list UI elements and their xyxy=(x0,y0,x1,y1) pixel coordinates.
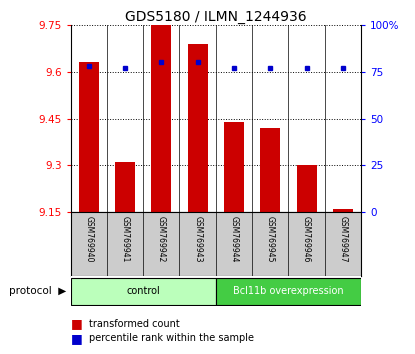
Text: GSM769941: GSM769941 xyxy=(120,216,129,262)
Bar xyxy=(151,25,171,212)
Text: GSM769945: GSM769945 xyxy=(266,216,275,262)
Title: GDS5180 / ILMN_1244936: GDS5180 / ILMN_1244936 xyxy=(125,10,307,24)
Bar xyxy=(188,44,208,212)
Text: transformed count: transformed count xyxy=(89,319,180,329)
Bar xyxy=(79,62,99,212)
Text: protocol  ▶: protocol ▶ xyxy=(9,286,66,296)
Bar xyxy=(216,278,361,305)
Text: GSM769944: GSM769944 xyxy=(229,216,239,262)
Text: GSM769942: GSM769942 xyxy=(157,216,166,262)
Bar xyxy=(115,162,135,212)
Text: GSM769943: GSM769943 xyxy=(193,216,202,262)
Text: ■: ■ xyxy=(71,318,82,330)
Text: percentile rank within the sample: percentile rank within the sample xyxy=(89,333,254,343)
Bar xyxy=(224,122,244,212)
Bar xyxy=(297,165,317,212)
Text: ■: ■ xyxy=(71,332,82,344)
Bar xyxy=(333,209,353,212)
Bar xyxy=(71,278,216,305)
Text: GSM769946: GSM769946 xyxy=(302,216,311,262)
Text: control: control xyxy=(126,286,160,296)
Text: Bcl11b overexpression: Bcl11b overexpression xyxy=(233,286,344,296)
Bar xyxy=(260,128,280,212)
Text: GSM769947: GSM769947 xyxy=(338,216,347,262)
Text: GSM769940: GSM769940 xyxy=(84,216,93,262)
